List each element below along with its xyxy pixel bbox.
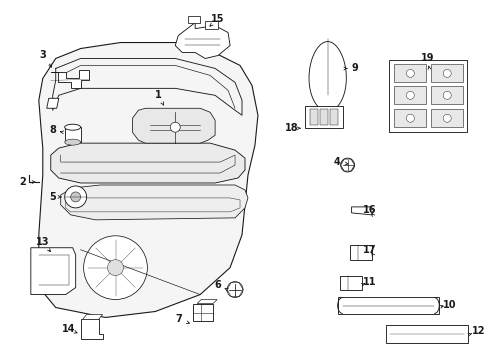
Text: 16: 16 [363, 205, 376, 215]
Text: 13: 13 [36, 237, 49, 247]
Polygon shape [319, 109, 328, 125]
Circle shape [65, 186, 87, 208]
Polygon shape [175, 23, 230, 58]
Polygon shape [338, 297, 439, 315]
Polygon shape [61, 185, 248, 220]
Text: 3: 3 [39, 50, 46, 60]
Polygon shape [193, 303, 213, 321]
Polygon shape [197, 300, 217, 303]
Ellipse shape [65, 124, 81, 130]
Polygon shape [387, 325, 468, 343]
Text: 18: 18 [285, 123, 298, 133]
Polygon shape [352, 207, 373, 215]
Circle shape [443, 91, 451, 99]
Text: 11: 11 [363, 276, 376, 287]
Polygon shape [188, 15, 200, 23]
Polygon shape [39, 42, 258, 318]
Circle shape [341, 158, 355, 172]
Circle shape [227, 282, 243, 298]
Ellipse shape [65, 139, 81, 145]
Polygon shape [309, 41, 346, 111]
Circle shape [406, 91, 415, 99]
Circle shape [171, 122, 180, 132]
Circle shape [71, 192, 81, 202]
Circle shape [84, 236, 147, 300]
Text: 1: 1 [155, 90, 162, 100]
Text: 12: 12 [472, 327, 486, 336]
Polygon shape [394, 109, 426, 127]
Circle shape [443, 69, 451, 77]
Text: 9: 9 [351, 63, 358, 73]
Polygon shape [83, 315, 102, 319]
Polygon shape [81, 319, 102, 339]
Text: 19: 19 [420, 54, 434, 63]
Text: 14: 14 [62, 324, 75, 334]
Polygon shape [205, 21, 218, 28]
Polygon shape [390, 60, 467, 132]
Circle shape [107, 260, 123, 276]
Text: 7: 7 [175, 314, 182, 324]
Text: 6: 6 [215, 280, 221, 289]
Polygon shape [51, 71, 89, 88]
Polygon shape [31, 248, 75, 294]
Circle shape [406, 114, 415, 122]
Polygon shape [330, 109, 338, 125]
Polygon shape [47, 98, 59, 108]
Text: 4: 4 [333, 157, 340, 167]
Text: 8: 8 [49, 125, 56, 135]
Text: 15: 15 [211, 14, 225, 24]
Text: 5: 5 [49, 192, 56, 202]
Polygon shape [305, 106, 343, 128]
Polygon shape [431, 64, 463, 82]
Polygon shape [394, 86, 426, 104]
Polygon shape [51, 143, 245, 183]
Circle shape [443, 114, 451, 122]
Polygon shape [349, 245, 371, 260]
Polygon shape [431, 86, 463, 104]
Text: 10: 10 [442, 300, 456, 310]
Text: 2: 2 [20, 177, 26, 187]
Circle shape [406, 69, 415, 77]
Polygon shape [132, 108, 215, 143]
Polygon shape [340, 276, 362, 289]
Text: 17: 17 [363, 245, 376, 255]
Polygon shape [431, 109, 463, 127]
Polygon shape [310, 109, 318, 125]
Polygon shape [65, 127, 81, 142]
Polygon shape [394, 64, 426, 82]
